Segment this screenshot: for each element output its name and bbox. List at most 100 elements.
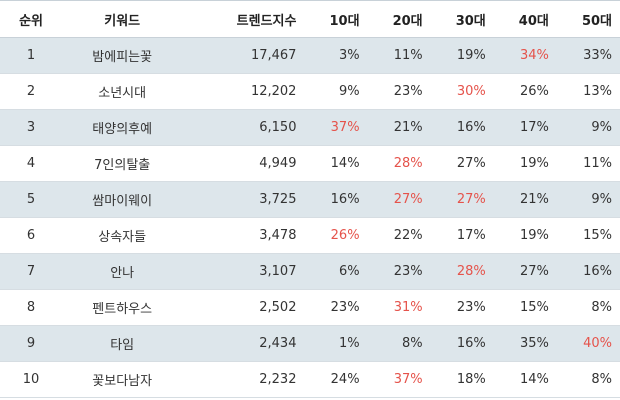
age-50s-cell: 13% <box>556 73 620 110</box>
header-age-40s: 40대 <box>493 0 557 38</box>
keyword-cell: 펜트하우스 <box>62 289 183 326</box>
table-row: 4 7인의탈출 4,949 14% 28% 27% 19% 11% <box>0 145 620 182</box>
age-40s-cell: 19% <box>493 145 557 182</box>
age-40s-cell: 15% <box>493 289 557 326</box>
age-20s-cell: 31% <box>367 289 431 326</box>
age-40s-cell: 21% <box>493 181 557 218</box>
age-30s-cell: 19% <box>430 37 494 74</box>
header-trend-score: 트렌드지수 <box>182 0 305 38</box>
rank-cell: 2 <box>0 73 63 110</box>
trend-score-cell: 4,949 <box>182 145 305 182</box>
rank-cell: 5 <box>0 181 63 218</box>
trend-score-cell: 2,434 <box>182 325 305 362</box>
age-40s-cell: 19% <box>493 217 557 254</box>
trend-score-cell: 2,502 <box>182 289 305 326</box>
table-row: 2 소년시대 12,202 9% 23% 30% 26% 13% <box>0 73 620 110</box>
keyword-cell: 안나 <box>62 253 183 290</box>
table-row: 10 꽃보다남자 2,232 24% 37% 18% 14% 8% <box>0 361 620 398</box>
trend-score-cell: 2,232 <box>182 361 305 398</box>
age-50s-cell: 33% <box>556 37 620 74</box>
age-20s-cell: 21% <box>367 109 431 146</box>
age-50s-cell: 9% <box>556 109 620 146</box>
table-row: 1 밤에피는꽃 17,467 3% 11% 19% 34% 33% <box>0 37 620 74</box>
age-50s-cell: 16% <box>556 253 620 290</box>
age-10s-cell: 37% <box>304 109 368 146</box>
age-30s-cell: 30% <box>430 73 494 110</box>
rank-cell: 6 <box>0 217 63 254</box>
age-10s-cell: 24% <box>304 361 368 398</box>
age-20s-cell: 28% <box>367 145 431 182</box>
rank-cell: 1 <box>0 37 63 74</box>
keyword-cell: 밤에피는꽃 <box>62 37 183 74</box>
header-age-20s: 20대 <box>367 0 431 38</box>
age-20s-cell: 37% <box>367 361 431 398</box>
trend-score-cell: 12,202 <box>182 73 305 110</box>
table-header: 순위 키워드 트렌드지수 10대 20대 30대 40대 50대 <box>0 0 620 38</box>
keyword-cell: 꽃보다남자 <box>62 361 183 398</box>
age-30s-cell: 23% <box>430 289 494 326</box>
keyword-cell: 태양의후예 <box>62 109 183 146</box>
age-20s-cell: 11% <box>367 37 431 74</box>
rank-cell: 8 <box>0 289 63 326</box>
table-row: 7 안나 3,107 6% 23% 28% 27% 16% <box>0 253 620 290</box>
age-10s-cell: 26% <box>304 217 368 254</box>
age-10s-cell: 16% <box>304 181 368 218</box>
header-keyword: 키워드 <box>62 0 183 38</box>
rank-cell: 4 <box>0 145 63 182</box>
age-10s-cell: 1% <box>304 325 368 362</box>
age-20s-cell: 27% <box>367 181 431 218</box>
age-10s-cell: 23% <box>304 289 368 326</box>
table-row: 6 상속자들 3,478 26% 22% 17% 19% 15% <box>0 217 620 254</box>
age-50s-cell: 9% <box>556 181 620 218</box>
age-20s-cell: 22% <box>367 217 431 254</box>
header-age-30s: 30대 <box>430 0 494 38</box>
age-40s-cell: 14% <box>493 361 557 398</box>
table-row: 8 펜트하우스 2,502 23% 31% 23% 15% 8% <box>0 289 620 326</box>
age-30s-cell: 28% <box>430 253 494 290</box>
trend-score-cell: 3,725 <box>182 181 305 218</box>
rank-cell: 7 <box>0 253 63 290</box>
age-30s-cell: 27% <box>430 145 494 182</box>
rank-cell: 3 <box>0 109 63 146</box>
trend-score-cell: 3,478 <box>182 217 305 254</box>
age-50s-cell: 8% <box>556 361 620 398</box>
age-40s-cell: 27% <box>493 253 557 290</box>
age-30s-cell: 17% <box>430 217 494 254</box>
keyword-cell: 소년시대 <box>62 73 183 110</box>
age-20s-cell: 8% <box>367 325 431 362</box>
keyword-cell: 쌈마이웨이 <box>62 181 183 218</box>
age-30s-cell: 16% <box>430 325 494 362</box>
trend-score-cell: 3,107 <box>182 253 305 290</box>
age-50s-cell: 15% <box>556 217 620 254</box>
table-body: 1 밤에피는꽃 17,467 3% 11% 19% 34% 33% 2 소년시대… <box>0 37 620 398</box>
age-20s-cell: 23% <box>367 253 431 290</box>
header-age-10s: 10대 <box>304 0 368 38</box>
age-40s-cell: 17% <box>493 109 557 146</box>
age-30s-cell: 18% <box>430 361 494 398</box>
age-40s-cell: 26% <box>493 73 557 110</box>
age-40s-cell: 34% <box>493 37 557 74</box>
age-50s-cell: 11% <box>556 145 620 182</box>
age-10s-cell: 3% <box>304 37 368 74</box>
table-row: 3 태양의후예 6,150 37% 21% 16% 17% 9% <box>0 109 620 146</box>
trend-score-cell: 17,467 <box>182 37 305 74</box>
keyword-cell: 7인의탈출 <box>62 145 183 182</box>
age-10s-cell: 9% <box>304 73 368 110</box>
age-10s-cell: 14% <box>304 145 368 182</box>
table-row: 9 타임 2,434 1% 8% 16% 35% 40% <box>0 325 620 362</box>
trend-score-cell: 6,150 <box>182 109 305 146</box>
age-50s-cell: 40% <box>556 325 620 362</box>
table-row: 5 쌈마이웨이 3,725 16% 27% 27% 21% 9% <box>0 181 620 218</box>
age-10s-cell: 6% <box>304 253 368 290</box>
keyword-cell: 타임 <box>62 325 183 362</box>
header-rank: 순위 <box>0 0 63 38</box>
rank-cell: 9 <box>0 325 63 362</box>
age-30s-cell: 16% <box>430 109 494 146</box>
age-30s-cell: 27% <box>430 181 494 218</box>
age-40s-cell: 35% <box>493 325 557 362</box>
header-row: 순위 키워드 트렌드지수 10대 20대 30대 40대 50대 <box>0 0 620 38</box>
keyword-cell: 상속자들 <box>62 217 183 254</box>
header-age-50s: 50대 <box>556 0 620 38</box>
rank-cell: 10 <box>0 361 63 398</box>
